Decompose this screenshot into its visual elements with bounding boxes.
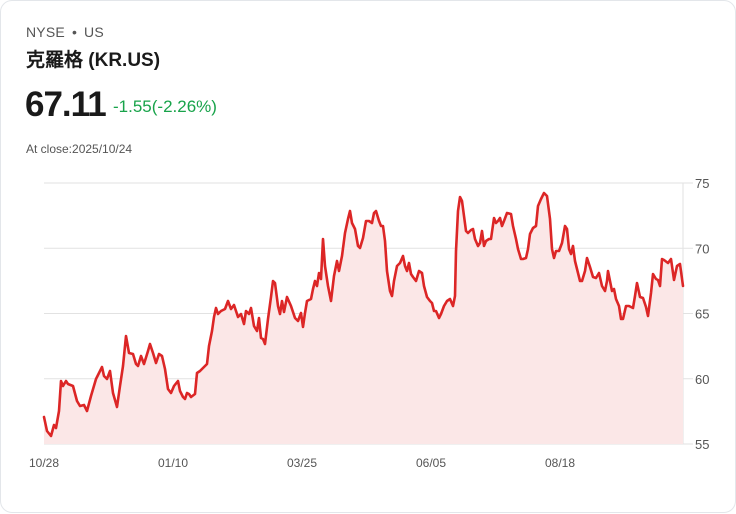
x-tick-label: 01/10 [158, 456, 188, 470]
exchange-name: NYSE [26, 24, 65, 40]
y-tick-label: 55 [695, 437, 709, 452]
x-tick-label: 08/18 [545, 456, 575, 470]
market-name: US [84, 24, 104, 40]
price-line[interactable] [42, 191, 685, 438]
y-tick-label: 70 [695, 241, 709, 256]
price-area-fill [44, 193, 683, 444]
stock-price: 67.11 [25, 85, 107, 124]
close-date: At close:2025/10/24 [26, 142, 133, 156]
x-tick-label: 10/28 [29, 456, 59, 470]
y-axis-labels: 75 70 65 60 55 [695, 176, 709, 452]
x-tick-label: 06/05 [416, 456, 446, 470]
y-tick-label: 60 [695, 372, 709, 387]
price-change: -1.55(-2.26%) [113, 97, 217, 116]
x-tick-label: 03/25 [287, 456, 317, 470]
x-axis-labels: 10/28 01/10 03/25 06/05 08/18 [29, 456, 575, 470]
y-tick-label: 75 [695, 176, 709, 191]
exchange-line: NYSE • US [26, 24, 104, 40]
separator-dot: • [71, 24, 78, 40]
y-tick-label: 65 [695, 307, 709, 322]
stock-title: 克羅格 (KR.US) [26, 50, 161, 71]
